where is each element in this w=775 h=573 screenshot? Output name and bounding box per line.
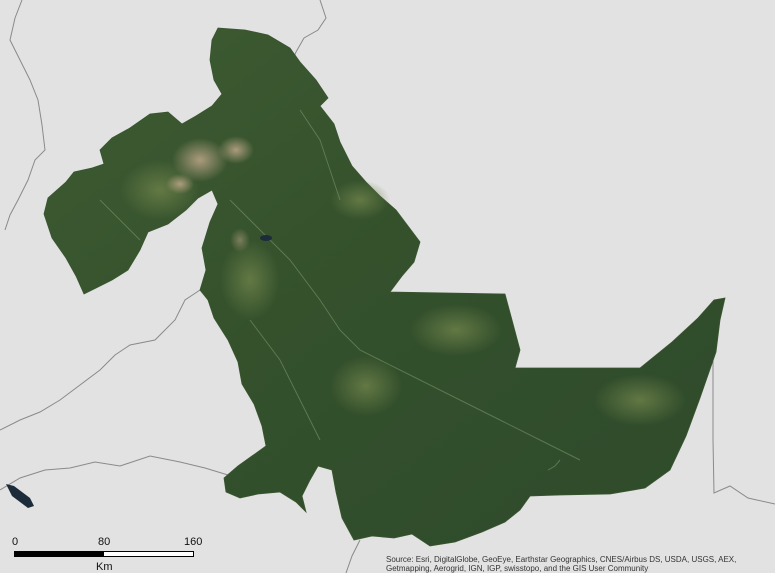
boundary-line-west — [0, 289, 201, 431]
scale-fill — [15, 552, 104, 556]
forest-region — [43, 27, 726, 547]
forest-patch-light — [330, 180, 390, 220]
scale-track — [14, 551, 194, 557]
scale-tick-label: 160 — [184, 536, 203, 548]
lake — [260, 235, 272, 241]
forest-patch-light — [330, 356, 402, 416]
region-shape — [43, 27, 726, 547]
boundary-line-southwest — [0, 455, 229, 491]
cleared-land-patch — [230, 228, 250, 252]
scale-tick-label: 0 — [12, 536, 19, 548]
small-dark-region — [6, 484, 34, 508]
forest-patch-light — [594, 374, 686, 426]
forest-patch-light — [220, 240, 280, 320]
cleared-land-patch — [172, 138, 228, 182]
boundary-line-south — [345, 539, 361, 573]
boundary-line-northwest — [4, 0, 46, 231]
forest-patch-light — [410, 304, 502, 356]
cleared-land-patch — [166, 174, 194, 194]
boundary-line-east — [712, 330, 775, 505]
cleared-land-patch — [218, 136, 254, 164]
river-lines — [99, 109, 581, 471]
scale-tick-label: 80 — [98, 536, 111, 548]
scale-unit: Km — [96, 561, 113, 573]
scale-bar: 0 80 160 Km — [12, 536, 202, 573]
map-attribution: Source: Esri, DigitalGlobe, GeoEye, Eart… — [386, 555, 737, 573]
